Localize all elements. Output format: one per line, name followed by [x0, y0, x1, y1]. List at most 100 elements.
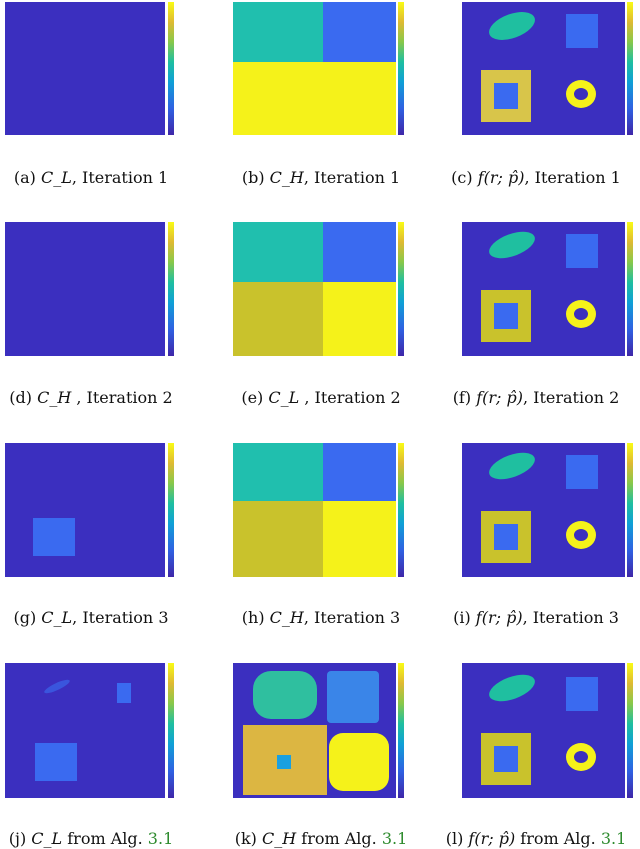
caption-k: (k) C_H from Alg. 3.1 — [221, 829, 421, 848]
image-plot-d — [5, 222, 165, 356]
square-frame-inner — [494, 524, 518, 550]
ellipse-shape — [485, 226, 539, 264]
image-plot-c — [462, 2, 625, 135]
colorbar-j — [168, 663, 174, 798]
ring-shape — [566, 743, 596, 771]
caption-text: , Iteration 1 — [71, 168, 169, 187]
colorbar-l — [627, 663, 633, 798]
caption-label: (g) — [13, 608, 42, 627]
caption-math: C_L — [41, 608, 73, 627]
colorbar-i — [627, 443, 633, 577]
caption-math: f(r; p̂) — [477, 168, 525, 187]
colorbar-k — [398, 663, 404, 798]
image-plot-b — [233, 2, 396, 135]
image-plot-k — [233, 663, 396, 798]
colorbar-f — [627, 222, 633, 356]
caption-b: (b) C_H, Iteration 1 — [221, 168, 421, 187]
caption-math: C_H — [37, 388, 72, 407]
caption-label: (k) — [234, 829, 262, 848]
region-teal — [233, 2, 323, 62]
caption-text: from Alg. — [515, 829, 601, 848]
colorbar-a — [168, 2, 174, 135]
region-olive — [233, 501, 323, 577]
image-plot-a — [5, 2, 165, 135]
image-plot-l — [462, 663, 625, 798]
square-shape — [33, 518, 75, 556]
square-shape-large — [35, 743, 77, 781]
caption-text: , Iteration 3 — [522, 608, 619, 627]
caption-text: , Iteration 1 — [524, 168, 621, 187]
region-blue — [323, 222, 396, 282]
caption-h: (h) C_H, Iteration 3 — [221, 608, 421, 627]
square-shape — [117, 683, 131, 703]
image-plot-h — [233, 443, 396, 577]
caption-g: (g) C_L, Iteration 3 — [0, 608, 191, 627]
colorbar-g — [168, 443, 174, 577]
colorbar-h — [398, 443, 404, 577]
colorbar-e — [398, 222, 404, 356]
region-teal — [233, 443, 323, 501]
caption-label: (c) — [451, 168, 478, 187]
ring-shape — [566, 521, 596, 549]
image-plot-g — [5, 443, 165, 577]
caption-text: , Iteration 2 — [299, 388, 401, 407]
ring-shape — [566, 80, 596, 108]
caption-i: (i) f(r; p̂), Iteration 3 — [436, 608, 636, 627]
ring-shape — [566, 300, 596, 328]
caption-l: (l) f(r; p̂) from Alg. 3.1 — [436, 829, 636, 848]
square-shape — [566, 455, 598, 489]
square-shape — [566, 14, 598, 48]
colorbar-c — [627, 2, 633, 135]
square-frame-inner — [494, 746, 518, 772]
algorithm-ref-link[interactable]: 3.1 — [381, 829, 408, 848]
region-yellow — [323, 282, 396, 356]
caption-label: (i) — [453, 608, 476, 627]
region-yellow — [323, 501, 396, 577]
ring-region — [329, 733, 389, 791]
caption-label: (j) — [8, 829, 32, 848]
region-blue — [323, 2, 396, 62]
caption-label: (l) — [445, 829, 469, 848]
caption-text: , Iteration 2 — [522, 388, 620, 407]
image-plot-i — [462, 443, 625, 577]
ellipse-shape — [485, 6, 539, 46]
caption-label: (f) — [452, 388, 477, 407]
caption-a: (a) C_L, Iteration 1 — [0, 168, 191, 187]
square-frame-inner — [494, 303, 518, 329]
colorbar-b — [398, 2, 404, 135]
ellipse-shape — [485, 669, 539, 707]
caption-math: f(r; p̂) — [476, 388, 523, 407]
caption-c: (c) f(r; p̂), Iteration 1 — [436, 168, 636, 187]
square-region — [327, 671, 379, 723]
image-plot-j — [5, 663, 165, 798]
image-plot-e — [233, 222, 396, 356]
caption-math: C_H — [269, 168, 304, 187]
caption-label: (h) — [241, 608, 270, 627]
caption-math: C_L — [31, 829, 63, 848]
region-yellow — [233, 62, 396, 135]
caption-j: (j) C_L from Alg. 3.1 — [0, 829, 191, 848]
square-shape — [566, 677, 598, 711]
square-frame-inner — [494, 83, 518, 109]
ellipse-region — [253, 671, 317, 719]
image-plot-f — [462, 222, 625, 356]
caption-label: (a) — [13, 168, 41, 187]
caption-math: C_H — [261, 829, 297, 848]
ellipse-shape — [485, 447, 539, 485]
caption-text: , Iteration 2 — [71, 388, 173, 407]
caption-math: f(r; p̂) — [468, 829, 516, 848]
caption-text: , Iteration 3 — [303, 608, 401, 627]
caption-text: from Alg. — [62, 829, 148, 848]
algorithm-ref-link[interactable]: 3.1 — [600, 829, 627, 848]
ellipse-shape — [42, 677, 72, 696]
caption-e: (e) C_L , Iteration 2 — [221, 388, 421, 407]
caption-text: , Iteration 3 — [72, 608, 169, 627]
region-blue — [323, 443, 396, 501]
caption-label: (b) — [241, 168, 270, 187]
caption-label: (d) — [9, 388, 38, 407]
caption-label: (e) — [241, 388, 269, 407]
caption-math: C_L — [268, 388, 300, 407]
algorithm-ref-link[interactable]: 3.1 — [147, 829, 174, 848]
caption-text: , Iteration 1 — [303, 168, 401, 187]
caption-text: from Alg. — [296, 829, 382, 848]
